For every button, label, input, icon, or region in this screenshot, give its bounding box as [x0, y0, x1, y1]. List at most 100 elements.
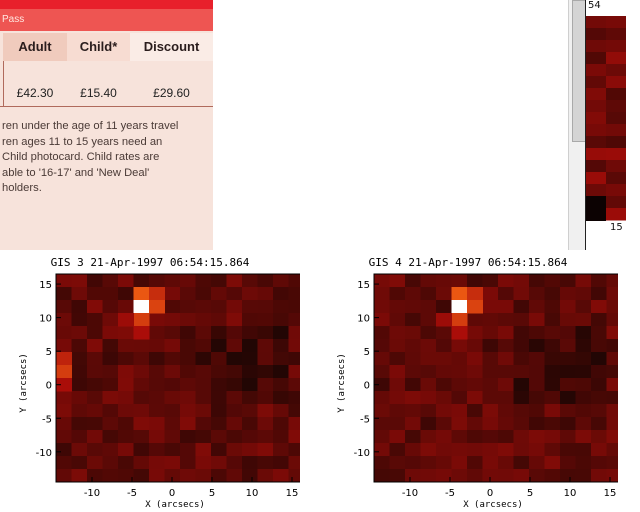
heatmap-cell [436, 339, 452, 353]
heatmap-cell [544, 417, 561, 431]
heatmap-cell [87, 417, 103, 431]
heatmap-cell [180, 404, 196, 418]
heatmap-cell [467, 443, 483, 457]
heatmap-cell [164, 430, 181, 444]
heatmap-cell [242, 417, 258, 431]
heatmap-cell [288, 378, 300, 392]
heatmap-cell [389, 313, 406, 327]
heatmap-cell [606, 300, 618, 314]
heatmap-cell [405, 313, 421, 327]
heatmap-cell [420, 469, 437, 483]
y-tick-label: -10 [36, 448, 52, 459]
gis4-image-plot: GIS 4 21-Apr-1997 06:54:15.864 -10 -5 0 5 10… [318, 256, 618, 508]
heatmap-cell [288, 391, 300, 405]
heatmap-cell [257, 469, 274, 483]
heatmap-cell [420, 378, 437, 392]
heatmap-cell [374, 326, 390, 340]
heatmap-cell [71, 352, 88, 366]
heatmap-cell [606, 124, 626, 137]
heatmap-cell [591, 339, 607, 353]
heatmap-cell [226, 443, 243, 457]
note-line: ren ages 11 to 15 years need an [2, 135, 163, 148]
heatmap-cell [273, 417, 289, 431]
heatmap-cell [242, 352, 258, 366]
heatmap-cell [71, 417, 88, 431]
heatmap-cell [195, 378, 212, 392]
heatmap-cell [513, 469, 530, 483]
heatmap-cell [71, 313, 88, 327]
heatmap-cell [149, 378, 165, 392]
heatmap-cell [71, 274, 88, 288]
heatmap-cell [226, 287, 243, 301]
heatmap-cell [436, 326, 452, 340]
heatmap-cell [102, 339, 119, 353]
heatmap-cell [257, 326, 274, 340]
table-divider [3, 61, 4, 107]
heatmap-cell [586, 160, 607, 173]
heatmap-cell [195, 274, 212, 288]
heatmap-cell [606, 160, 626, 173]
x-tick-label: -5 [127, 488, 137, 499]
heatmap-cell [529, 352, 545, 366]
heatmap-cell [273, 300, 289, 314]
heatmap-cell [180, 443, 196, 457]
heatmap-cell [575, 430, 592, 444]
heatmap-cell [436, 378, 452, 392]
heatmap-cell [513, 430, 530, 444]
heatmap-cell [389, 404, 406, 418]
heatmap-cell [102, 352, 119, 366]
heatmap-cell [436, 456, 452, 470]
heatmap-cell [242, 287, 258, 301]
heatmap-cell [374, 443, 390, 457]
heatmap-cell [87, 300, 103, 314]
gis3-heatmap: -10 -5 0 5 10 15 15 10 5 0 -5 -10 X (arcsecs) Y (arcs… [19, 273, 300, 508]
heatmap-cell [87, 391, 103, 405]
heatmap-cell [242, 430, 258, 444]
heatmap-cell [544, 326, 561, 340]
heatmap-cell [606, 352, 618, 366]
heatmap-cell [56, 443, 72, 457]
heatmap-cell [374, 339, 390, 353]
note-line: Child photocard. Child rates are [2, 151, 160, 163]
heatmap-cell [467, 326, 483, 340]
heatmap-cell [273, 430, 289, 444]
heatmap-cell [149, 417, 165, 431]
heatmap-cell [164, 417, 181, 431]
heatmap-cell [180, 391, 196, 405]
heatmap-cell [102, 443, 119, 457]
heatmap-cell [405, 456, 421, 470]
side-tick-label: 15 [610, 222, 623, 233]
heatmap-cell [529, 443, 545, 457]
heatmap-cell [242, 456, 258, 470]
heatmap-cell [180, 469, 196, 483]
heatmap-cell [56, 326, 72, 340]
heatmap-cell [606, 88, 626, 101]
heatmap-cell [273, 339, 289, 353]
heatmap-cell [513, 417, 530, 431]
heatmap-cell [257, 352, 274, 366]
heatmap-cell [56, 352, 72, 366]
heatmap-cell [560, 417, 576, 431]
heatmap-cell [257, 443, 274, 457]
heatmap-cell [102, 365, 119, 379]
heatmap-cell [606, 100, 626, 113]
heatmap-cell [544, 365, 561, 379]
heatmap-cell [405, 300, 421, 314]
heatmap-cell [242, 365, 258, 379]
heatmap-cell [211, 417, 227, 431]
heatmap-cell [482, 313, 499, 327]
heatmap-cell [436, 430, 452, 444]
heatmap-cell [288, 430, 300, 444]
heatmap-cell [133, 313, 150, 327]
heatmap-cell [118, 404, 134, 418]
heatmap-cell [102, 404, 119, 418]
scrollbar-thumb[interactable] [572, 0, 586, 142]
heatmap-cell [544, 287, 561, 301]
heatmap-cell [467, 274, 483, 288]
heatmap-cell [257, 313, 274, 327]
heatmap-cell [149, 300, 165, 314]
heatmap-cell [467, 352, 483, 366]
heatmap-cell [195, 391, 212, 405]
vertical-scrollbar[interactable] [568, 0, 586, 250]
heatmap-cell [118, 352, 134, 366]
